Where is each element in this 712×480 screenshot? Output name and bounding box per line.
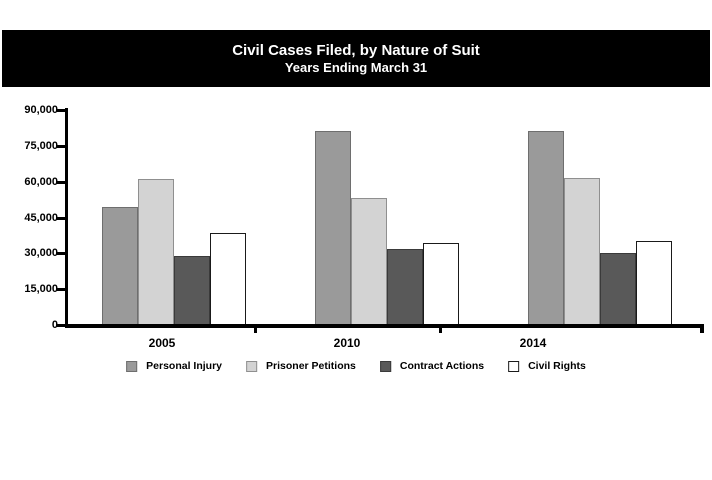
y-tick-mark [57, 288, 66, 292]
bar-personal-injury-2010 [315, 131, 351, 325]
legend-swatch [508, 360, 520, 372]
bar-prisoner-petitions-2010 [351, 198, 387, 325]
y-tick-mark [57, 109, 66, 112]
x-category-label-2010: 2010 [333, 336, 361, 350]
y-tick-label: 45,000 [24, 211, 58, 224]
x-tick-mark [439, 324, 442, 333]
chart-title: Civil Cases Filed, by Nature of Suit [232, 42, 480, 59]
bar-prisoner-petitions-2014 [564, 178, 600, 325]
y-tick-label: 90,000 [24, 104, 58, 116]
legend: Personal Injury Prisoner Petitions Contrac… [126, 360, 586, 372]
chart-title-banner: Civil Cases Filed, by Nature of Suit Yea… [2, 30, 710, 87]
bar-civil-rights-2014 [636, 241, 672, 325]
bar-personal-injury-2014 [528, 131, 564, 325]
y-tick-mark [57, 144, 66, 148]
legend-swatch [246, 360, 258, 372]
bar-contract-actions-2014 [600, 253, 636, 325]
y-tick-mark [57, 180, 66, 184]
x-category-label-2005: 2005 [148, 336, 176, 350]
legend-item-personal-injury: Personal Injury [126, 360, 222, 372]
y-tick-label: 15,000 [24, 283, 58, 296]
y-tick-label: 60,000 [24, 175, 58, 188]
y-tick-label: 75,000 [24, 139, 58, 152]
y-tick-mark [57, 324, 66, 327]
y-tick-mark [57, 216, 66, 220]
bar-civil-rights-2005 [210, 233, 246, 325]
legend-swatch [379, 360, 391, 372]
legend-item-prisoner-petitions: Prisoner Petitions [246, 360, 356, 372]
chart-subtitle: Years Ending March 31 [284, 60, 428, 75]
x-tick-mark [254, 324, 257, 333]
legend-swatch [126, 360, 138, 372]
y-tick-label: 0 [51, 319, 58, 331]
bar-civil-rights-2010 [423, 243, 459, 325]
y-tick-label: 30,000 [24, 247, 58, 260]
bar-prisoner-petitions-2005 [138, 179, 174, 325]
bar-contract-actions-2010 [387, 249, 423, 325]
legend-label: Prisoner Petitions [266, 360, 356, 372]
y-tick-mark [57, 252, 66, 256]
bar-contract-actions-2005 [174, 256, 210, 325]
y-axis-line [65, 108, 68, 327]
legend-label: Civil Rights [528, 360, 586, 372]
legend-label: Personal Injury [146, 360, 223, 372]
x-axis-line [65, 324, 704, 328]
legend-item-contract-actions: Contract Actions [379, 360, 485, 372]
x-axis-end-tick [700, 324, 704, 333]
x-category-label-2014: 2014 [519, 336, 547, 350]
bar-personal-injury-2005 [102, 207, 138, 325]
legend-item-civil-rights: Civil Rights [508, 360, 586, 372]
legend-label: Contract Actions [399, 360, 485, 372]
